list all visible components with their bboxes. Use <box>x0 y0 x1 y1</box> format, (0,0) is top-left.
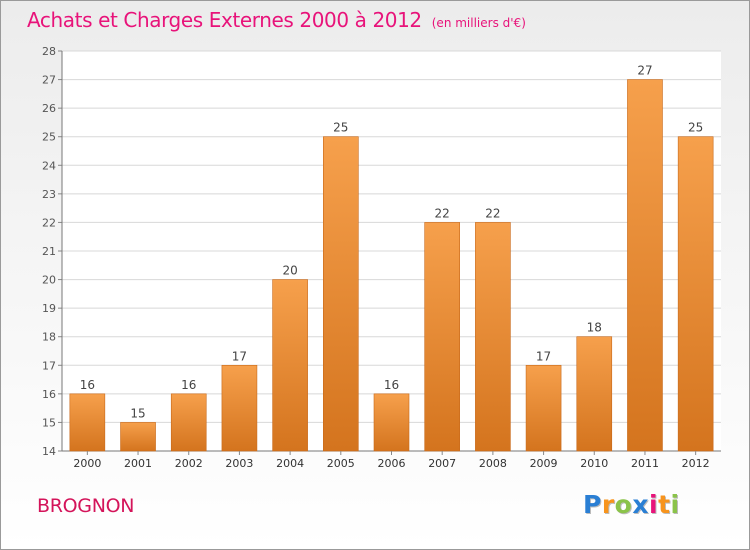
bar <box>221 364 258 452</box>
y-tick-label: 18 <box>42 331 56 344</box>
bar <box>475 222 511 452</box>
x-tick-label: 2011 <box>631 457 659 470</box>
data-label: 16 <box>80 378 95 392</box>
data-label: 16 <box>384 378 399 392</box>
logo-letter: P <box>583 490 602 519</box>
data-label: 27 <box>637 64 652 78</box>
bar <box>323 136 359 452</box>
y-tick-label: 17 <box>42 359 56 372</box>
x-tick-label: 2001 <box>124 457 152 470</box>
chart-unit-label: (en milliers d'€) <box>431 16 526 30</box>
bar <box>272 279 308 452</box>
x-tick-label: 2008 <box>479 457 507 470</box>
logo-letter: o <box>614 490 633 519</box>
data-label: 15 <box>130 406 145 420</box>
y-tick-label: 25 <box>42 131 56 144</box>
y-tick-label: 20 <box>42 274 56 287</box>
bar <box>373 393 410 452</box>
data-label: 22 <box>435 206 450 220</box>
logo-letter: r <box>601 490 615 519</box>
bar <box>525 364 562 452</box>
y-tick-label: 22 <box>42 216 56 229</box>
x-tick-label: 2006 <box>378 457 406 470</box>
y-tick-label: 14 <box>42 445 56 458</box>
x-tick-label: 2012 <box>682 457 710 470</box>
x-tick-label: 2002 <box>175 457 203 470</box>
y-tick-label: 21 <box>42 245 56 258</box>
y-tick-label: 28 <box>42 45 56 58</box>
proxiti-logo: Proxiti <box>583 490 680 519</box>
data-label: 16 <box>181 378 196 392</box>
bar <box>627 79 663 452</box>
y-tick-label: 27 <box>42 74 56 87</box>
data-label: 22 <box>485 206 500 220</box>
bar <box>576 336 613 452</box>
data-label: 17 <box>536 349 551 363</box>
x-tick-label: 2000 <box>73 457 101 470</box>
bar <box>120 422 156 452</box>
y-tick-label: 19 <box>42 302 56 315</box>
data-label: 25 <box>333 121 348 135</box>
y-tick-label: 26 <box>42 102 56 115</box>
data-label: 20 <box>282 264 297 278</box>
y-tick-label: 24 <box>42 159 56 172</box>
bar <box>170 393 207 452</box>
x-tick-label: 2005 <box>327 457 355 470</box>
bar <box>424 222 460 452</box>
chart-title: Achats et Charges Externes 2000 à 2012 (e… <box>27 8 526 32</box>
data-label: 25 <box>688 121 703 135</box>
logo-letter: x <box>632 490 649 519</box>
logo-letter: i <box>649 490 659 519</box>
logo-letter: i <box>670 490 680 519</box>
logo-letter: t <box>658 490 671 519</box>
x-tick-label: 2007 <box>428 457 456 470</box>
data-label: 18 <box>587 321 602 335</box>
bar <box>677 136 714 452</box>
y-tick-label: 23 <box>42 188 56 201</box>
commune-name: BROGNON <box>37 495 135 517</box>
x-tick-label: 2004 <box>276 457 304 470</box>
data-label: 17 <box>232 349 247 363</box>
x-tick-label: 2009 <box>530 457 558 470</box>
bar <box>69 393 106 452</box>
x-tick-label: 2010 <box>580 457 608 470</box>
x-tick-label: 2003 <box>225 457 253 470</box>
y-tick-label: 16 <box>42 388 56 401</box>
y-tick-label: 15 <box>42 416 56 429</box>
chart-title-text: Achats et Charges Externes 2000 à 2012 <box>27 8 422 32</box>
